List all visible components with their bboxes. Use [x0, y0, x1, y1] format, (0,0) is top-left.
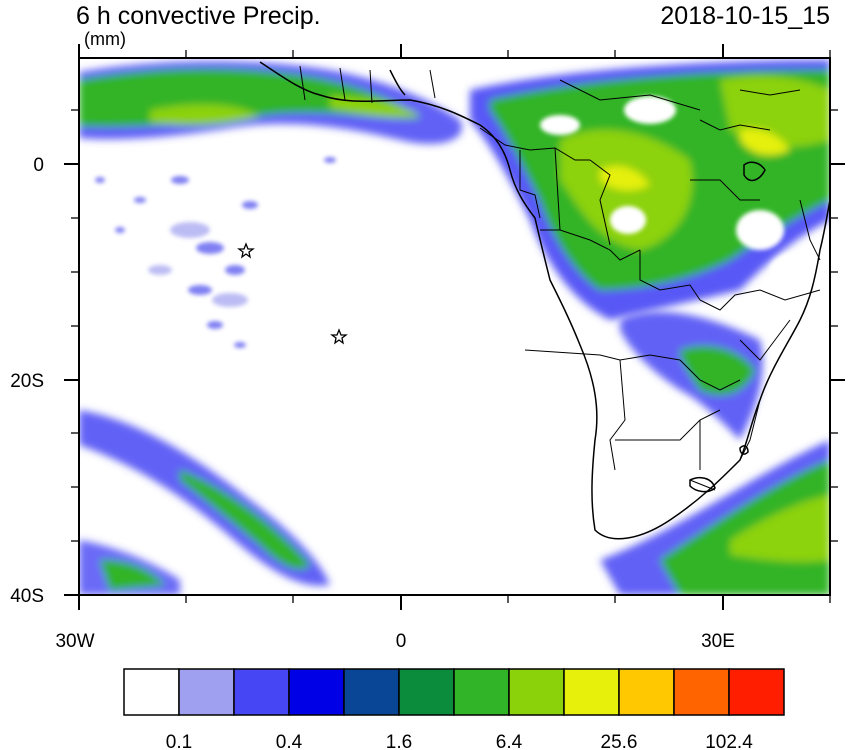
x-tick-label: 30E [701, 631, 735, 652]
colorbar-swatch [563, 668, 620, 716]
country-borders [299, 65, 821, 491]
colorbar: 0.1 0.4 1.6 6.4 25.6 102.4 [123, 668, 785, 750]
star-marker [237, 242, 255, 259]
colorbar-swatch [123, 668, 180, 716]
x-tick-label: 30W [55, 631, 94, 652]
colorbar-swatch [343, 668, 400, 716]
units-label: (mm) [84, 29, 126, 49]
colorbar-swatch [618, 668, 675, 716]
colorbar-swatch [453, 668, 510, 716]
colorbar-swatch [288, 668, 345, 716]
colorbar-swatch [728, 668, 785, 716]
valid-time: 2018-10-15_15 [660, 2, 830, 30]
colorbar-swatch [673, 668, 730, 716]
colorbar-label: 25.6 [601, 732, 638, 750]
colorbar-swatch [508, 668, 565, 716]
map-title: 6 h convective Precip. [76, 2, 321, 30]
minor-ticks [71, 50, 838, 603]
colorbar-swatch [178, 668, 235, 716]
colorbar-label: 1.6 [386, 732, 412, 750]
star-markers [237, 242, 348, 345]
colorbar-label: 0.4 [276, 732, 303, 750]
map-panel [79, 58, 830, 595]
y-tick-label: 40S [10, 586, 44, 607]
colorbar-swatch [398, 668, 455, 716]
coastlines [259, 61, 830, 540]
axis-ticks [64, 44, 845, 610]
y-tick-label: 0 [33, 155, 44, 176]
colorbar-label: 6.4 [496, 732, 523, 750]
colorbar-label: 0.1 [166, 732, 192, 750]
x-tick-label: 0 [396, 631, 407, 652]
y-tick-label: 20S [10, 371, 44, 392]
star-marker [330, 328, 348, 345]
colorbar-swatch [233, 668, 290, 716]
colorbar-label: 102.4 [705, 732, 753, 750]
